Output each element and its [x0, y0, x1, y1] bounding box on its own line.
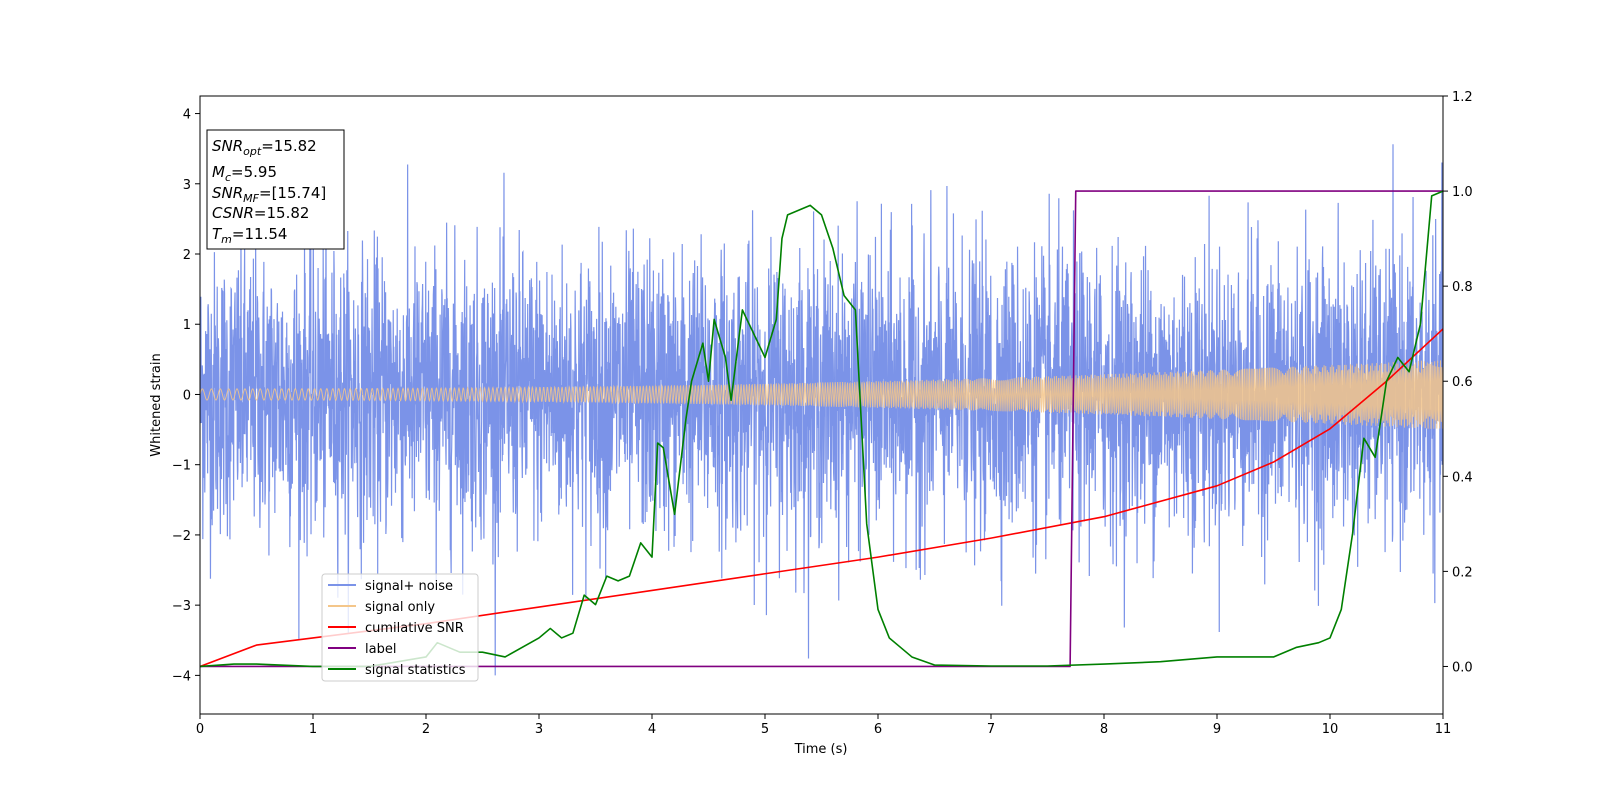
- x-tick-label: 1: [309, 722, 317, 737]
- y2-tick-label: 0.0: [1452, 660, 1473, 675]
- x-tick-label: 6: [874, 722, 882, 737]
- legend-label: signal+ noise: [365, 579, 453, 594]
- y-axis-left: 4 3 2 1 0 −1 −2 −3 −4: [172, 108, 200, 684]
- legend-item-label: label: [328, 642, 396, 657]
- y2-tick-label: 0.6: [1452, 375, 1473, 390]
- x-axis: 0 1 2 3 4 5 6 7 8 9 10 11: [196, 714, 1451, 737]
- y2-tick-label: 0.2: [1452, 565, 1473, 580]
- y-tick-label: 1: [183, 318, 191, 333]
- y2-tick-label: 1.2: [1452, 90, 1473, 105]
- legend-item-signal-statistics: signal statistics: [328, 663, 466, 678]
- x-tick-label: 8: [1100, 722, 1108, 737]
- legend-label: signal statistics: [365, 663, 466, 678]
- legend-item-signal-only: signal only: [328, 600, 435, 615]
- x-tick-label: 5: [761, 722, 769, 737]
- y-axis-label: Whitened strain: [149, 353, 164, 456]
- legend: signal+ noise signal only cumilative SNR…: [321, 573, 479, 682]
- info-snr-opt: SNRopt=15.82: [212, 137, 317, 158]
- y-tick-label: −2: [172, 529, 191, 544]
- series-signal-only: [200, 360, 1443, 429]
- series-label: [200, 190, 1443, 668]
- y-tick-label: −1: [172, 459, 191, 474]
- plot-frame: [199, 95, 1444, 715]
- y-tick-label: 4: [183, 108, 191, 123]
- x-tick-label: 4: [648, 722, 656, 737]
- x-tick-label: 0: [196, 722, 204, 737]
- series-signal-statistics: [200, 190, 1443, 668]
- x-tick-label: 2: [422, 722, 430, 737]
- y2-tick-label: 0.8: [1452, 280, 1473, 295]
- y2-tick-label: 0.4: [1452, 470, 1473, 485]
- info-tm: Tm=11.54: [212, 225, 287, 246]
- legend-label: signal only: [365, 600, 435, 615]
- info-mc: Mc=5.95: [212, 163, 277, 184]
- legend-item-cumilative-snr: cumilative SNR: [328, 621, 464, 636]
- info-csnr: CSNR=15.82: [212, 204, 309, 222]
- y-tick-label: −4: [172, 669, 191, 684]
- info-snr-mf: SNRMF=[15.74]: [212, 184, 326, 205]
- x-tick-label: 9: [1213, 722, 1221, 737]
- y-tick-label: 3: [183, 178, 191, 193]
- x-tick-label: 10: [1322, 722, 1339, 737]
- y-tick-label: −3: [172, 599, 191, 614]
- info-box: SNRopt=15.82 Mc=5.95 SNRMF=[15.74] CSNR=…: [206, 129, 345, 250]
- y-tick-label: 2: [183, 248, 191, 263]
- series-signal-noise: [200, 144, 1443, 676]
- x-tick-label: 7: [987, 722, 995, 737]
- y2-tick-label: 1.0: [1452, 185, 1473, 200]
- x-tick-label: 11: [1435, 722, 1452, 737]
- x-axis-label: Time (s): [794, 742, 848, 757]
- y-axis-right: 1.2 1.0 0.8 0.6 0.4 0.2 0.0: [1443, 90, 1473, 675]
- y-tick-label: 0: [183, 388, 191, 403]
- x-tick-label: 3: [535, 722, 543, 737]
- legend-label: cumilative SNR: [365, 621, 464, 636]
- legend-item-signal-noise: signal+ noise: [328, 579, 453, 594]
- legend-label: label: [365, 642, 396, 657]
